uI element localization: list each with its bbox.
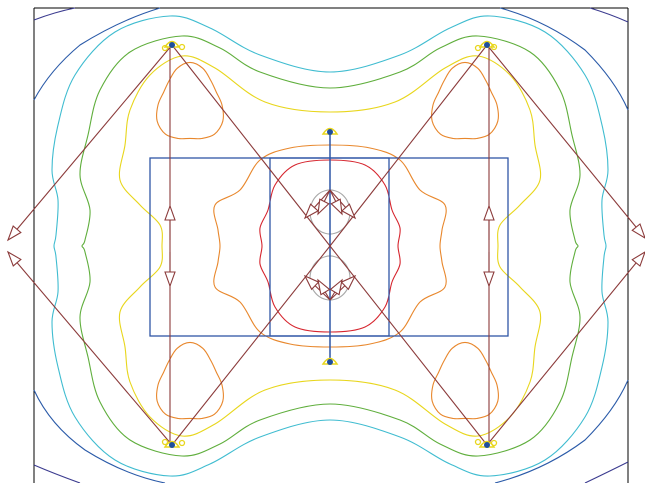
- plot-frame: [33, 7, 629, 483]
- arrow-tr-right-head: [631, 223, 645, 239]
- node-bottom-left-halo: [163, 440, 181, 448]
- node-bottom-center-halo: [321, 357, 339, 365]
- arrow-left-up-head: [164, 204, 176, 221]
- node-mark-1: [178, 43, 186, 51]
- node-mark-2: [474, 44, 482, 52]
- contour-orange-loop-tr: [431, 61, 499, 140]
- contour-orange-loop-bl: [156, 341, 224, 420]
- center-lower-right-head: [340, 274, 357, 291]
- node-top-center: [327, 129, 333, 135]
- contour-blue-tl: [33, 7, 161, 101]
- arrow-tl-left-head: [6, 225, 22, 242]
- contour-yellow: [118, 55, 542, 437]
- node-points: [161, 40, 498, 448]
- contour-blue-br: [494, 379, 629, 483]
- center-upper-right-head: [340, 203, 357, 220]
- center-lower-left-2-head: [317, 278, 331, 296]
- node-mark-3: [490, 43, 498, 51]
- arrow-tl-left-shaft: [7, 44, 173, 241]
- arrow-right-up-head: [483, 204, 495, 221]
- node-mark-0: [161, 44, 169, 52]
- contour-corner-bl: [33, 464, 81, 483]
- center-lower-left-head: [303, 274, 320, 291]
- contour-orange-loop-br: [431, 341, 499, 420]
- node-top-right-halo: [478, 40, 496, 48]
- contour-corner-tl: [33, 7, 76, 21]
- node-top-center-halo: [321, 127, 339, 135]
- contour-green: [79, 35, 581, 457]
- node-top-right: [484, 42, 490, 48]
- arrow-tr-right-shaft: [486, 44, 645, 239]
- center-upper-left-head: [303, 203, 320, 220]
- arrow-br-right-shaft: [486, 251, 645, 446]
- arrow-br-right-head: [631, 251, 645, 267]
- diag-br-center-shaft: [329, 245, 488, 446]
- node-mark-6: [474, 438, 482, 446]
- arrow-right-down-head: [483, 271, 495, 288]
- structure-outline: [149, 132, 509, 362]
- node-bottom-center: [327, 359, 333, 365]
- node-mark-5: [178, 439, 186, 447]
- center-upper-right-2-head: [330, 198, 343, 216]
- node-bottom-left: [169, 442, 175, 448]
- arrow-bl-left-head: [6, 250, 22, 267]
- contour-cyan: [51, 15, 609, 477]
- node-mark-4: [161, 438, 169, 446]
- node-top-left: [169, 42, 175, 48]
- node-mark-7: [490, 439, 498, 447]
- vector-arrows: [6, 44, 645, 446]
- diag-tr-center-shaft: [329, 44, 488, 247]
- node-bottom-right: [484, 442, 490, 448]
- contour-blue-bl: [33, 389, 166, 483]
- center-upper-left-2-head: [317, 198, 330, 216]
- diag-bl-center-shaft: [171, 245, 331, 446]
- center-lower-right-2-head: [329, 278, 343, 296]
- diag-tl-center-shaft: [171, 44, 331, 247]
- contour-corner-br: [584, 461, 629, 483]
- contour-corner-tr: [589, 7, 629, 23]
- node-bottom-right-halo: [478, 440, 496, 448]
- contour-blue-tr: [499, 7, 629, 111]
- contour-orange-loop-tl: [156, 61, 224, 140]
- arrow-left-down-head: [164, 271, 176, 288]
- arrow-bl-left-shaft: [7, 251, 173, 446]
